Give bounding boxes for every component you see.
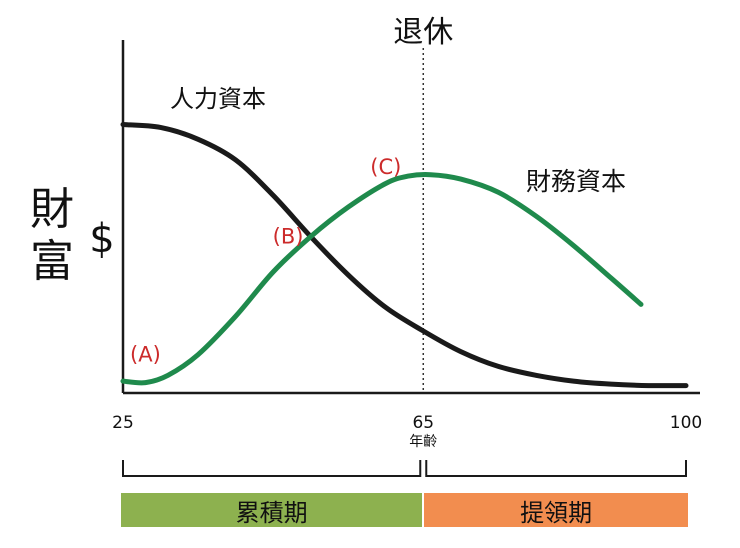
series-human-capital-line xyxy=(120,122,689,389)
x-axis-label-age: 年齡 xyxy=(409,434,437,450)
x-tick-label-65: 65 xyxy=(412,413,434,433)
annotation-a: (A) xyxy=(130,342,161,366)
phase-label-accumulation: 累積期 xyxy=(235,498,308,527)
y-axis-label-wealth-2: 富 xyxy=(30,236,74,287)
x-tick-label-25: 25 xyxy=(112,413,134,433)
retirement-label: 退休 xyxy=(393,15,453,50)
phase-bar-accumulation: 累積期 xyxy=(121,493,423,527)
annotation-b: (B) xyxy=(273,225,304,249)
phase-bracket-accumulation xyxy=(122,460,422,477)
phase-bar-withdrawal: 提領期 xyxy=(424,493,688,527)
series-label-human-capital: 人力資本 xyxy=(170,85,266,113)
x-tick-label-100: 100 xyxy=(670,413,702,433)
annotation-c: (C) xyxy=(370,155,401,179)
series-label-financial-capital: 財務資本 xyxy=(526,167,626,196)
y-axis-label-wealth-1: 財 xyxy=(30,184,74,235)
phase-bracket-withdrawal xyxy=(425,460,687,477)
phase-label-withdrawal: 提領期 xyxy=(520,498,593,527)
y-axis-label-symbol: $ xyxy=(89,216,114,262)
series-financial-capital-line xyxy=(120,172,644,386)
